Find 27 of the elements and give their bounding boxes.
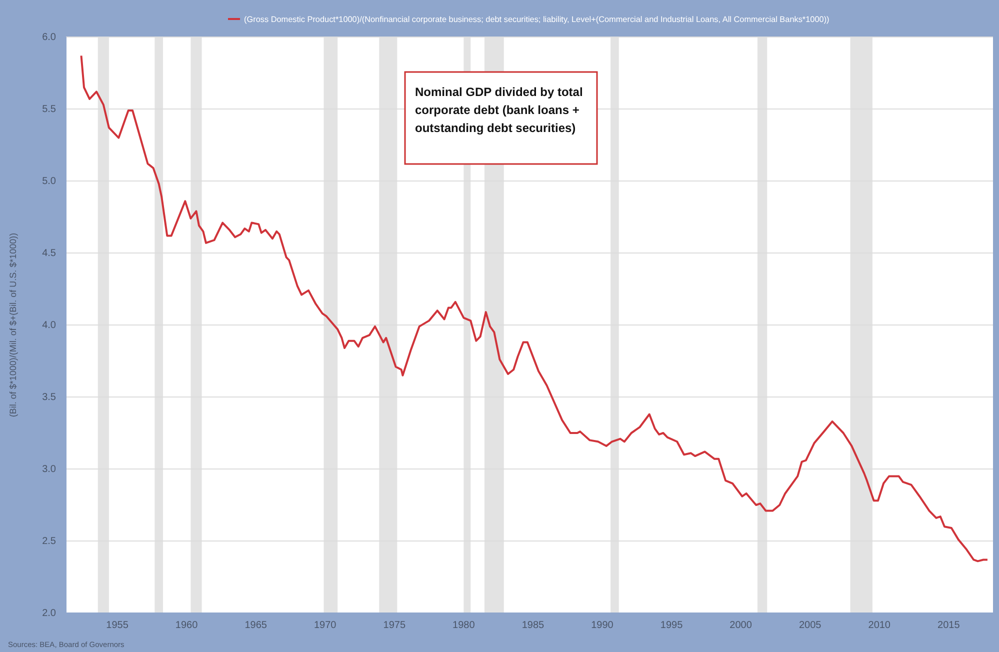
x-tick-label: 1955 <box>106 620 129 632</box>
x-tick-label: 2000 <box>730 620 752 632</box>
annotation: Nominal GDP divided by total corporate debt (bank loans + outstanding debt securities) <box>415 85 583 135</box>
y-tick-label: 5.5 <box>42 104 56 116</box>
line-series <box>80 54 988 562</box>
y-tick-label: 2.0 <box>42 608 56 620</box>
legend-label: (Gross Domestic Product*1000)/(Nonfinancial corporate business; debt securities; liability, Level+(Commercial and Industrial Loans, All Commercial Banks*1000)) <box>244 15 830 24</box>
y-tick-label: 3.0 <box>42 464 56 476</box>
y-tick-label: 6.0 <box>42 32 56 44</box>
x-tick-label: 1995 <box>660 620 684 632</box>
y-tick-label: 4.5 <box>42 248 56 260</box>
x-tick-label: 1960 <box>175 620 198 632</box>
y-tick-label: 5.0 <box>42 176 56 188</box>
y-tick-label: 4.0 <box>42 320 56 332</box>
x-tick-label: 2015 <box>938 620 960 632</box>
x-tick-label: 1985 <box>522 620 545 632</box>
x-tick-label: 1980 <box>452 620 476 632</box>
y-tick-label: 3.5 <box>42 392 56 404</box>
x-tick-label: 1975 <box>383 620 406 632</box>
y-tick-label: 2.5 <box>42 536 56 548</box>
note-box: Nominal GDP divided by total corporate debt (bank loans + outstanding debt securities) <box>404 71 598 165</box>
y-axis-title: (Bil. of $*1000)/(Mil. of $+(Bil. of U.S. $*1000)) <box>8 232 18 418</box>
x-tick-label: 2005 <box>798 620 822 632</box>
x-tick-label: 1990 <box>591 620 614 632</box>
x-tick-label: 1970 <box>314 620 337 632</box>
x-tick-label: 1965 <box>244 620 268 632</box>
x-tick-label: 2010 <box>868 620 891 632</box>
